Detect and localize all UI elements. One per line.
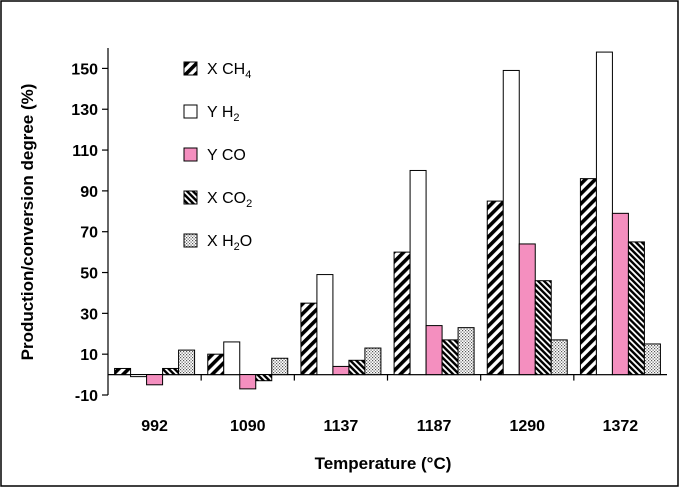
- bar-pink-1187: [425, 325, 443, 376]
- y-tick-label: 150: [71, 61, 98, 78]
- bar-dots-992: [178, 349, 196, 376]
- bar-diag-wide-1187: [393, 251, 411, 376]
- legend-swatch: [183, 190, 198, 205]
- x-tick-label: 1290: [509, 418, 545, 435]
- bar-dots-1290: [550, 339, 568, 376]
- legend-swatch: [183, 61, 198, 76]
- bar-white-1372: [595, 51, 613, 376]
- bar-pink-1290: [518, 243, 536, 376]
- x-tick-label: 1187: [417, 418, 452, 435]
- legend-entry-label: Y CO: [207, 147, 246, 164]
- bar-white-1187: [409, 169, 427, 376]
- bar-dots-1372: [643, 343, 661, 376]
- y-tick-label: 30: [80, 306, 98, 323]
- bar-pink-1372: [611, 212, 629, 376]
- y-tick-label: 10: [80, 347, 98, 364]
- x-tick-label: 992: [141, 418, 168, 435]
- bar-dots-1187: [457, 327, 475, 376]
- y-tick-label: 70: [80, 225, 98, 242]
- legend-entry-label: X CO2: [207, 190, 252, 210]
- bar-diag-wide-1372: [579, 178, 597, 376]
- legend-entry-label: X H2O: [207, 233, 252, 253]
- x-axis-title: Temperature (°C): [315, 454, 452, 473]
- bar-dots-1090: [271, 357, 289, 376]
- bar-white-1090: [223, 341, 241, 376]
- bar-white-1290: [502, 69, 520, 376]
- legend-swatch: [183, 104, 198, 119]
- bar-pink-1090: [239, 374, 257, 390]
- bar-white-992: [130, 374, 148, 378]
- bar-diag-wide-1090: [207, 353, 225, 376]
- bar-diag-dense-1372: [627, 241, 645, 376]
- bar-diag-wide-992: [114, 367, 132, 376]
- bar-white-1137: [316, 274, 334, 376]
- bar-diag-dense-1137: [348, 359, 366, 376]
- bar-diag-dense-1090: [255, 374, 273, 382]
- x-tick-label: 1090: [230, 418, 266, 435]
- bar-diag-dense-1290: [534, 280, 552, 376]
- bar-diag-dense-992: [162, 367, 180, 376]
- y-tick-label: 50: [80, 266, 98, 283]
- y-tick-label: 110: [72, 143, 98, 160]
- y-tick-label: -10: [75, 388, 98, 405]
- bar-pink-1137: [332, 365, 350, 376]
- bar-diag-wide-1290: [486, 200, 504, 376]
- y-tick-label: 130: [71, 102, 98, 119]
- bar-diag-wide-1137: [300, 302, 318, 376]
- legend-entry-label: Y H2: [207, 104, 240, 124]
- bar-diag-dense-1187: [441, 339, 459, 376]
- bar-pink-992: [146, 374, 164, 386]
- y-axis-title: Production/conversion degree (%): [18, 84, 37, 361]
- x-tick-label: 1137: [324, 418, 359, 435]
- legend-swatch: [183, 233, 198, 248]
- bar-dots-1137: [364, 347, 382, 376]
- y-tick-label: 90: [80, 184, 98, 201]
- x-tick-label: 1372: [603, 418, 639, 435]
- legend-entry-label: X CH4: [207, 61, 251, 81]
- legend-swatch: [183, 147, 198, 162]
